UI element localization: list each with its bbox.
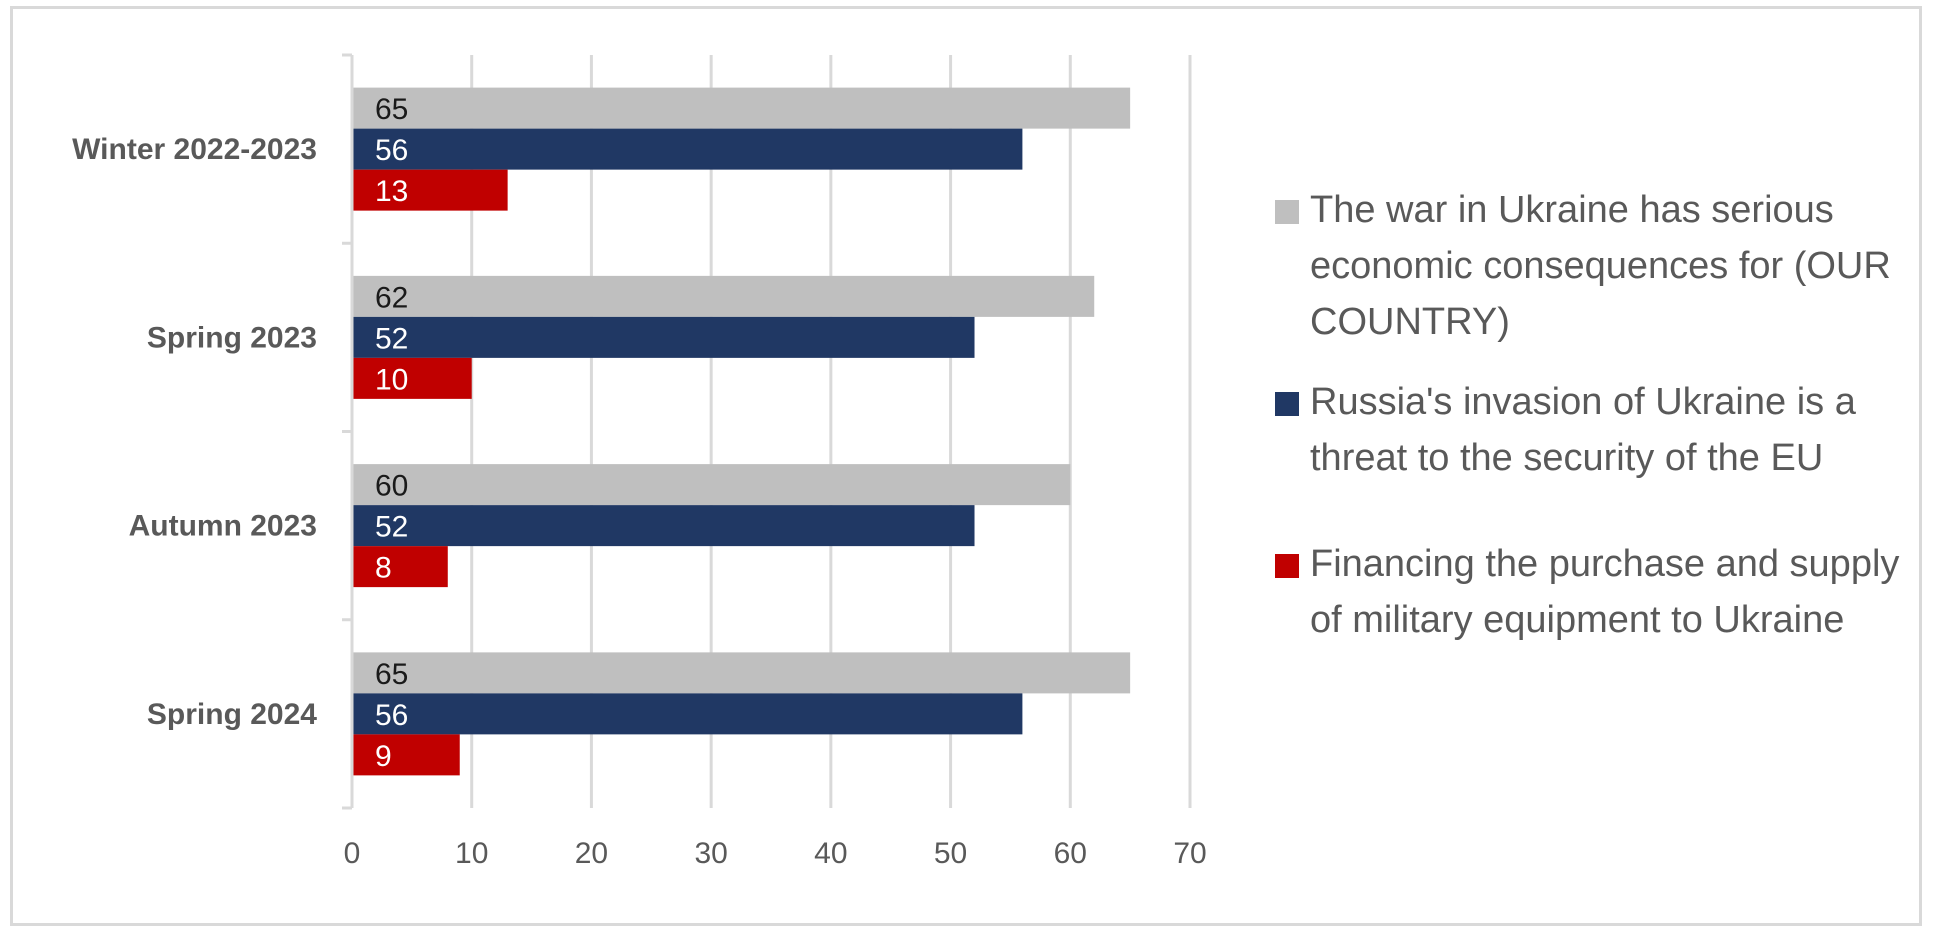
data-label-s2-c0: 13 <box>375 175 408 208</box>
bar-s2-c2 <box>352 546 448 588</box>
bar-s2-c1 <box>352 357 472 399</box>
legend-item-economic: The war in Ukraine has serious economic … <box>1270 182 1910 350</box>
legend-item-security: Russia's invasion of Ukraine is a threat… <box>1270 374 1910 486</box>
legend-label-economic: The war in Ukraine has serious economic … <box>1310 189 1891 343</box>
legend-swatch-economic <box>1275 200 1299 224</box>
data-label-s0-c0: 65 <box>375 93 408 126</box>
bar-s0-c1 <box>352 275 1095 317</box>
legend-label-security: Russia's invasion of Ukraine is a threat… <box>1310 381 1856 479</box>
bar-s0-c3 <box>352 652 1131 694</box>
labels: 0 10 20 30 40 50 60 70 Winter 2022-2023 65 56 13 Spr… <box>72 93 1207 870</box>
x-tick-label-0: 0 <box>344 837 361 870</box>
bars <box>352 87 1131 776</box>
legend-label-military: Financing the purchase and supply of mil… <box>1310 543 1900 641</box>
bar-s2-c0 <box>352 169 508 211</box>
bar-s1-c1 <box>352 316 975 358</box>
legend-swatch-military <box>1275 554 1299 578</box>
bar-s0-c2 <box>352 464 1071 506</box>
data-label-s1-c3: 56 <box>375 699 408 732</box>
axes <box>342 53 354 810</box>
bar-s2-c3 <box>352 734 460 776</box>
x-tick-label-20: 20 <box>575 837 608 870</box>
bar-chart: 0 10 20 30 40 50 60 70 Winter 2022-2023 65 56 13 Spr… <box>72 53 1207 870</box>
bar-s0-c0 <box>352 87 1131 129</box>
data-label-s1-c2: 52 <box>375 511 408 544</box>
category-label-0: Winter 2022-2023 <box>72 133 317 166</box>
x-tick-label-40: 40 <box>814 837 847 870</box>
bar-s1-c0 <box>352 128 1023 170</box>
data-label-s2-c1: 10 <box>375 363 408 396</box>
bar-s1-c2 <box>352 505 975 547</box>
data-label-s0-c3: 65 <box>375 658 408 691</box>
data-label-s0-c1: 62 <box>375 281 408 314</box>
x-tick-label-30: 30 <box>694 837 727 870</box>
data-label-s1-c0: 56 <box>375 134 408 167</box>
data-label-s0-c2: 60 <box>375 470 408 503</box>
data-label-s2-c3: 9 <box>375 740 392 773</box>
data-label-s2-c2: 8 <box>375 552 392 585</box>
x-tick-label-60: 60 <box>1054 837 1087 870</box>
data-label-s1-c1: 52 <box>375 322 408 355</box>
x-tick-label-10: 10 <box>455 837 488 870</box>
bar-s1-c3 <box>352 693 1023 735</box>
legend: The war in Ukraine has serious economic … <box>1270 182 1910 672</box>
category-label-2: Autumn 2023 <box>129 510 317 543</box>
legend-swatch-security <box>1275 392 1299 416</box>
x-tick-label-70: 70 <box>1173 837 1206 870</box>
category-label-1: Spring 2023 <box>147 321 317 354</box>
category-label-3: Spring 2024 <box>147 698 317 731</box>
x-tick-label-50: 50 <box>934 837 967 870</box>
legend-item-military: Financing the purchase and supply of mil… <box>1270 536 1910 648</box>
